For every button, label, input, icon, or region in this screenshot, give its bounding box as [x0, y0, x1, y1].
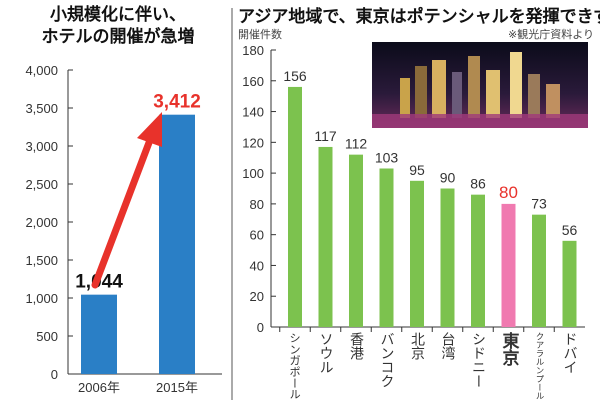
city-photo: [372, 42, 588, 128]
value-label: 3,412: [153, 92, 201, 113]
x-tick-label: シンガポール: [288, 332, 302, 400]
y-tick-label: 1,500: [25, 253, 58, 268]
y-tick-label: 40: [250, 258, 264, 273]
bar-6: [471, 194, 485, 327]
x-tick-label: 2006年: [78, 380, 120, 395]
y-tick-label: 0: [51, 367, 58, 382]
value-label: 156: [283, 68, 307, 84]
value-label: 90: [440, 170, 456, 186]
x-tick-label: バンコク: [379, 332, 395, 388]
x-tick-label: 北京: [409, 332, 425, 360]
bar-0: [81, 294, 117, 374]
arrow-shaft: [91, 136, 154, 289]
y-tick-label: 100: [242, 166, 264, 181]
value-label: 56: [562, 222, 578, 238]
y-tick-label: 80: [250, 197, 264, 212]
y-tick-label: 180: [242, 43, 264, 58]
y-axis-label: 開催件数: [238, 27, 282, 41]
y-tick-label: 0: [257, 320, 264, 335]
y-tick-label: 1,000: [25, 291, 58, 306]
x-tick-label: 台湾: [440, 332, 456, 360]
x-tick-label: クアラルンプール: [534, 332, 544, 400]
bar-1: [318, 146, 333, 327]
x-tick-label: ソウル: [318, 332, 334, 374]
arrow-head: [137, 112, 162, 147]
value-label: 103: [375, 149, 399, 165]
value-label: 86: [470, 176, 486, 192]
y-tick-label: 2,500: [25, 177, 58, 192]
y-tick-label: 60: [250, 228, 264, 243]
y-tick-label: 4,000: [25, 63, 58, 78]
x-tick-label: シドニー: [470, 332, 486, 388]
left-title-line-1: 小規模化に伴い、: [50, 4, 186, 25]
bar-7: [501, 203, 516, 327]
y-tick-label: 140: [242, 105, 264, 120]
left-chart: 05001,0001,5002,0002,5003,0003,5004,0001…: [25, 63, 222, 395]
bar-3: [379, 168, 394, 327]
y-tick-label: 160: [242, 74, 264, 89]
left-title-line-2: ホテルの開催が急増: [42, 26, 195, 47]
x-tick-label: 香港: [348, 332, 364, 360]
value-label: 117: [314, 128, 337, 144]
source-note: ※観光庁資料より: [508, 27, 594, 41]
bar-0: [288, 86, 302, 327]
x-tick-label: ドバイ: [562, 332, 578, 374]
y-tick-label: 120: [242, 135, 264, 150]
y-tick-label: 3,000: [25, 139, 58, 154]
y-tick-label: 2,000: [25, 215, 58, 230]
y-tick-label: 20: [250, 289, 264, 304]
value-label: 95: [409, 162, 425, 178]
value-label: 112: [345, 136, 368, 152]
value-label: 73: [531, 196, 547, 212]
growth-arrow: [91, 112, 162, 289]
bar-9: [562, 240, 577, 327]
right-chart: 0 20 40 60 80 100 120 140 160 180 156 シンガポール 117 ソウル 1…: [242, 43, 585, 400]
bar-1: [159, 114, 195, 375]
bar-8: [532, 214, 546, 327]
y-tick-label: 500: [36, 329, 58, 344]
right-title: アジア地域で、東京はポテンシャルを発揮できず: [238, 6, 600, 27]
value-label: 80: [499, 183, 518, 202]
bar-4: [410, 180, 424, 327]
bar-5: [440, 188, 455, 327]
x-tick-label: 2015年: [156, 380, 198, 395]
x-tick-label: 東京: [499, 331, 520, 367]
y-tick-label: 3,500: [25, 101, 58, 116]
bar-2: [349, 154, 363, 327]
